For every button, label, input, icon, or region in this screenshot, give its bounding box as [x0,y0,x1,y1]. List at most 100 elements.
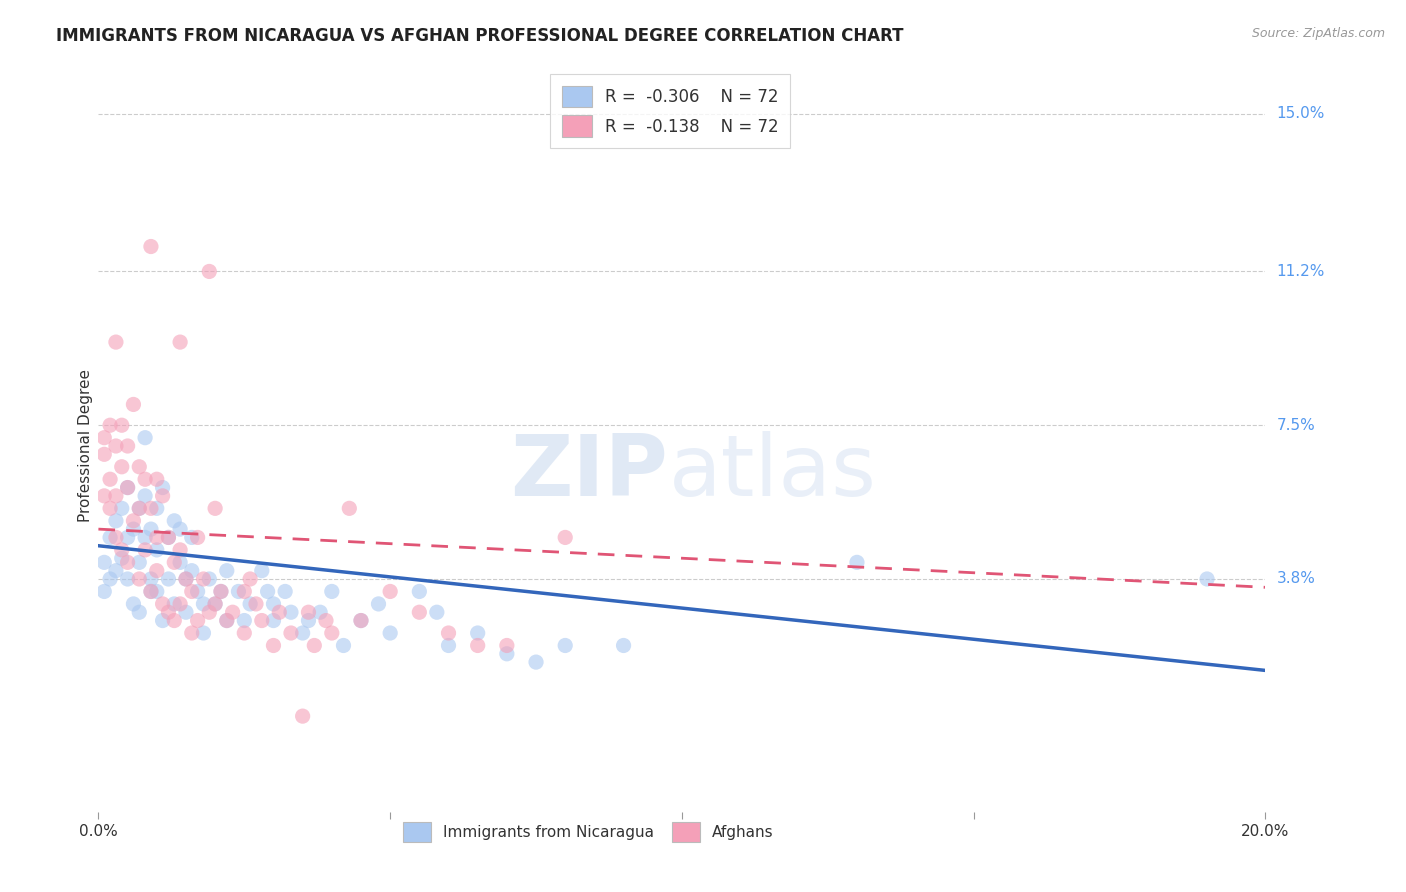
Point [262,639,284,653]
Point [554,639,576,653]
Point [180,530,202,544]
Point [198,572,221,586]
Point [250,564,273,578]
Point [111,542,134,557]
Point [350,614,373,628]
Point [139,584,162,599]
Point [262,597,284,611]
Point [111,459,134,474]
Point [274,584,297,599]
Point [98,418,121,433]
Point [332,639,354,653]
Point [408,584,430,599]
Point [93,555,115,569]
Point [157,605,180,619]
Point [157,530,180,544]
Point [846,555,869,569]
Point [122,522,145,536]
Point [239,572,262,586]
Point [233,626,256,640]
Point [204,597,226,611]
Point [187,584,209,599]
Point [467,639,489,653]
Point [163,514,186,528]
Point [128,459,150,474]
Point [467,626,489,640]
Point [209,584,232,599]
Point [93,584,115,599]
Point [93,431,115,445]
Point [426,605,449,619]
Point [233,614,256,628]
Point [204,597,226,611]
Point [117,481,139,495]
Point [134,472,156,486]
Point [134,489,156,503]
Point [134,530,156,544]
Point [163,614,186,628]
Point [321,626,343,640]
Point [117,530,139,544]
Point [554,530,576,544]
Point [152,597,174,611]
Point [309,605,332,619]
Point [128,605,150,619]
Text: 3.8%: 3.8% [1277,572,1316,586]
Point [122,397,145,411]
Point [169,597,191,611]
Point [437,626,460,640]
Text: IMMIGRANTS FROM NICARAGUA VS AFGHAN PROFESSIONAL DEGREE CORRELATION CHART: IMMIGRANTS FROM NICARAGUA VS AFGHAN PROF… [56,27,904,45]
Y-axis label: Professional Degree: Professional Degree [77,369,93,523]
Point [146,501,169,516]
Point [152,614,174,628]
Point [180,564,202,578]
Point [139,584,162,599]
Point [128,572,150,586]
Point [198,605,221,619]
Point [117,555,139,569]
Point [193,597,215,611]
Point [408,605,430,619]
Point [198,264,221,278]
Point [117,439,139,453]
Point [193,572,215,586]
Point [104,514,127,528]
Point [117,572,139,586]
Point [117,481,139,495]
Point [93,447,115,461]
Point [180,626,202,640]
Point [204,501,226,516]
Point [291,709,314,723]
Point [169,542,191,557]
Point [139,501,162,516]
Point [524,655,547,669]
Point [122,514,145,528]
Point [256,584,278,599]
Point [146,584,169,599]
Point [122,597,145,611]
Point [98,501,121,516]
Text: ZIP: ZIP [510,431,668,515]
Point [152,481,174,495]
Point [215,614,238,628]
Point [262,614,284,628]
Point [337,501,360,516]
Point [139,572,162,586]
Point [111,551,134,566]
Point [146,472,169,486]
Point [146,564,169,578]
Point [139,239,162,253]
Point [215,564,238,578]
Point [193,626,215,640]
Point [163,597,186,611]
Text: 7.5%: 7.5% [1277,417,1315,433]
Point [163,555,186,569]
Point [111,418,134,433]
Point [146,530,169,544]
Point [496,639,519,653]
Point [139,522,162,536]
Point [297,605,319,619]
Point [169,522,191,536]
Text: 15.0%: 15.0% [1277,106,1324,121]
Point [128,501,150,516]
